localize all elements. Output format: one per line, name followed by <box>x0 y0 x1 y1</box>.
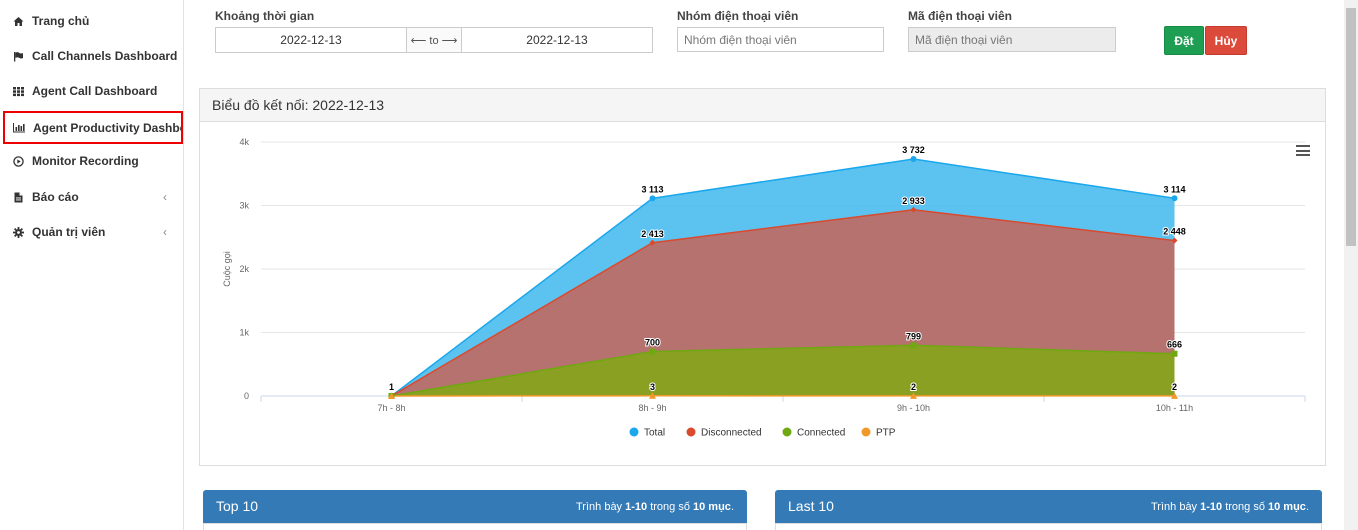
scrollbar-thumb[interactable] <box>1346 8 1356 246</box>
last10-summary: Trình bày 1-10 trong số 10 mục. <box>1151 501 1309 513</box>
data-point <box>1171 195 1178 202</box>
data-point <box>649 239 656 246</box>
agent-group-label: Nhóm điện thoại viên <box>677 9 799 23</box>
agent-code-input[interactable]: Mã điện thoại viên <box>908 27 1116 52</box>
data-point <box>388 392 395 399</box>
data-label: 700 <box>645 338 660 348</box>
home-icon <box>12 15 24 27</box>
legend-marker <box>686 427 696 437</box>
play-circle-icon <box>12 155 24 167</box>
sidebar-item-agent-productivity[interactable]: Agent Productivity Dashboard <box>3 111 183 144</box>
data-point <box>649 348 656 355</box>
series-line-connected <box>391 344 1175 397</box>
bar-chart-icon <box>13 122 25 134</box>
sidebar-item-label: Báo cáo <box>32 190 79 204</box>
top10-title: Top 10 <box>216 498 259 514</box>
data-label: 2 413 <box>641 229 664 239</box>
data-point <box>910 156 917 163</box>
data-point <box>910 206 917 213</box>
sidebar-item-home[interactable]: Trang chủ <box>0 4 183 38</box>
data-point <box>1171 237 1178 244</box>
data-label: 3 732 <box>902 145 925 155</box>
agent-code-label: Mã điện thoại viên <box>908 9 1013 23</box>
data-label: 3 113 <box>641 184 663 194</box>
legend-item-disconnected: Disconnected <box>701 428 762 439</box>
sidebar-item-label: Trang chủ <box>32 14 90 28</box>
legend-item-ptp: PTP <box>876 428 896 439</box>
grid-icon <box>12 85 24 97</box>
agent-group-input[interactable]: Nhóm điện thoại viên <box>677 27 884 52</box>
last10-card: Last 10 Trình bày 1-10 trong số 10 mục. <box>775 490 1322 530</box>
date-from-input[interactable]: 2022-12-13 <box>280 33 342 47</box>
data-label: 2 <box>911 382 916 392</box>
set-button[interactable]: Đặt <box>1164 26 1204 55</box>
area-chart: 0 1k 2k 3k 4k 7h - 8h 8h - 9h 9h - 10h 10h - 11h… <box>222 137 1306 439</box>
x-tick-label: 8h - 9h <box>638 403 666 413</box>
cancel-button[interactable]: Hủy <box>1205 26 1247 55</box>
top10-summary: Trình bày 1-10 trong số 10 mục. <box>576 501 734 513</box>
data-label: 2 933 <box>902 196 925 206</box>
data-label: 3 <box>650 382 655 392</box>
sidebar-item-agent-call[interactable]: Agent Call Dashboard <box>0 74 183 108</box>
y-tick-label: 3k <box>239 201 249 211</box>
legend-item-connected: Connected <box>797 428 845 439</box>
data-label: 799 <box>906 331 921 341</box>
legend-marker <box>861 427 871 437</box>
date-to-input[interactable]: 2022-12-13 <box>526 33 588 47</box>
x-tick-label: 9h - 10h <box>897 403 930 413</box>
y-tick-label: 4k <box>239 137 249 147</box>
y-tick-label: 0 <box>244 391 249 401</box>
gear-icon <box>12 226 24 238</box>
time-range-label: Khoảng thời gian <box>215 9 315 23</box>
data-point <box>649 195 656 202</box>
sidebar-item-label: Call Channels Dashboard <box>32 49 178 63</box>
data-point <box>1171 350 1178 357</box>
date-range-separator: ⟵ to ⟶ <box>406 28 462 52</box>
x-tick-label: 7h - 8h <box>377 403 405 413</box>
legend-marker <box>629 427 639 437</box>
sidebar-item-label: Monitor Recording <box>32 154 139 168</box>
sidebar-item-reports[interactable]: Báo cáo ‹ <box>0 180 183 214</box>
hamburger-menu-icon[interactable] <box>1296 145 1310 156</box>
legend-marker <box>782 427 792 437</box>
series-line-total <box>391 158 1175 397</box>
data-point <box>649 392 656 399</box>
y-axis-title: Cuộc gọi <box>222 251 232 287</box>
data-point <box>910 342 917 349</box>
chevron-left-icon: ‹ <box>163 225 167 239</box>
sidebar-item-label: Agent Call Dashboard <box>32 84 158 98</box>
sidebar-item-label: Agent Productivity Dashboard <box>33 120 181 135</box>
sidebar-item-admin[interactable]: Quản trị viên ‹ <box>0 215 183 249</box>
page-scrollbar[interactable] <box>1344 0 1358 530</box>
data-point <box>910 392 917 399</box>
area-connected <box>391 345 1175 396</box>
top10-card: Top 10 Trình bày 1-10 trong số 10 mục. <box>203 490 747 530</box>
date-range-picker: 2022-12-13 ⟵ to ⟶ 2022-12-13 <box>215 27 653 53</box>
chart-panel: Biểu đồ kết nối: 2022-12-13 0 1k 2k 3k 4k 7h … <box>199 88 1326 466</box>
panel-title: Biểu đồ kết nối: 2022-12-13 <box>200 89 1325 122</box>
sidebar: Trang chủ Call Channels Dashboard Agent … <box>0 0 184 530</box>
file-icon <box>12 191 24 203</box>
x-tick-label: 10h - 11h <box>1156 403 1193 413</box>
main-content: Khoảng thời gian 2022-12-13 ⟵ to ⟶ 2022-… <box>184 0 1344 530</box>
sidebar-item-monitor-recording[interactable]: Monitor Recording <box>0 144 183 178</box>
data-label: 1 <box>389 382 394 392</box>
legend-item-total: Total <box>644 428 665 439</box>
data-label: 2 448 <box>1163 227 1186 237</box>
y-tick-label: 1k <box>239 328 249 338</box>
data-point <box>1171 392 1178 399</box>
series-line-disconnected <box>391 208 1175 397</box>
sidebar-item-call-channels[interactable]: Call Channels Dashboard <box>0 39 183 73</box>
y-tick-label: 2k <box>239 264 249 274</box>
sidebar-item-label: Quản trị viên <box>32 225 106 239</box>
last10-title: Last 10 <box>788 498 834 514</box>
data-label: 2 <box>1172 382 1177 392</box>
data-label: 3 114 <box>1163 184 1185 194</box>
data-label: 666 <box>1167 340 1182 350</box>
chevron-left-icon: ‹ <box>163 190 167 204</box>
flag-icon <box>12 50 24 62</box>
